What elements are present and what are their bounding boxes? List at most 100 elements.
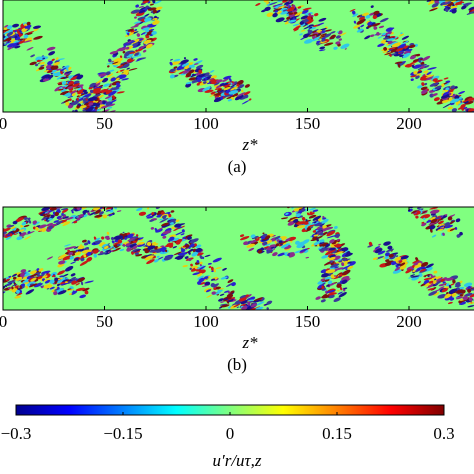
field-patch	[303, 250, 309, 254]
field-patch	[38, 212, 43, 215]
field-patch	[423, 217, 426, 220]
field-patch	[210, 283, 216, 288]
field-patch	[294, 250, 303, 254]
field-patch	[423, 277, 433, 281]
field-patch	[49, 223, 58, 227]
field-patch	[468, 297, 473, 302]
field-patch	[43, 214, 46, 217]
field-patch	[415, 257, 419, 261]
field-patch	[53, 220, 60, 223]
field-patch	[136, 241, 145, 246]
field-patch	[266, 300, 273, 305]
field-patch	[41, 216, 48, 221]
field-patch	[421, 221, 425, 224]
field-patch	[134, 52, 140, 57]
field-patch	[441, 288, 448, 293]
field-patch	[248, 247, 255, 252]
field-patch	[460, 289, 466, 294]
field-patch	[448, 88, 455, 92]
field-patch	[208, 266, 212, 269]
field-patch	[97, 72, 105, 75]
field-patch	[41, 227, 47, 232]
field-patch	[205, 289, 212, 293]
field-patch	[58, 260, 66, 265]
field-patch	[392, 269, 402, 274]
field-patch	[403, 64, 406, 67]
field-patch	[155, 9, 161, 14]
field-patch	[182, 236, 186, 239]
field-patch	[20, 269, 27, 273]
field-patch	[323, 42, 334, 46]
field-patch	[152, 9, 157, 14]
field-patch	[394, 256, 402, 262]
field-patch	[358, 16, 365, 20]
field-patch	[207, 262, 212, 265]
field-patch	[239, 310, 247, 315]
field-patch	[240, 304, 244, 307]
field-patch	[175, 219, 180, 222]
heatmap-field	[3, 197, 474, 317]
field-patch	[100, 105, 109, 109]
field-patch	[177, 226, 183, 229]
field-patch	[58, 88, 64, 91]
field-patch	[128, 68, 138, 71]
field-patch	[227, 291, 231, 294]
field-patch	[39, 273, 45, 277]
field-patch	[192, 81, 195, 84]
field-patch	[76, 97, 79, 101]
field-patch	[279, 10, 289, 15]
field-patch	[301, 216, 306, 221]
field-patch	[238, 313, 244, 317]
field-patch	[27, 230, 31, 234]
field-patch	[56, 58, 65, 61]
field-patch	[154, 0, 162, 5]
field-patch	[61, 216, 69, 219]
field-patch	[196, 81, 203, 86]
field-patch	[336, 289, 340, 292]
field-patch	[0, 29, 3, 33]
field-patch	[266, 248, 274, 254]
field-patch	[45, 64, 52, 69]
field-patch	[234, 81, 238, 84]
field-patch	[373, 26, 378, 30]
field-patch	[314, 223, 323, 227]
field-patch	[161, 211, 165, 215]
field-patch	[198, 73, 206, 78]
field-patch	[109, 50, 118, 55]
field-patch	[106, 231, 110, 235]
field-patch	[467, 286, 471, 290]
field-patch	[84, 290, 89, 295]
field-patch	[28, 283, 38, 288]
field-patch	[51, 58, 55, 62]
field-patch	[117, 64, 124, 69]
field-patch	[11, 25, 16, 27]
field-patch	[33, 283, 43, 288]
field-patch	[51, 274, 56, 278]
field-patch	[58, 217, 64, 221]
field-patch	[444, 293, 452, 299]
field-patch	[353, 20, 357, 24]
field-patch	[159, 218, 167, 223]
field-patch	[10, 226, 16, 230]
field-patch	[335, 35, 342, 39]
field-patch	[81, 202, 89, 207]
field-patch	[378, 25, 385, 29]
field-patch	[23, 224, 30, 228]
field-patch	[308, 26, 313, 29]
field-patch	[255, 3, 261, 6]
field-patch	[38, 66, 45, 70]
field-patch	[220, 304, 230, 308]
field-patch	[234, 94, 244, 101]
field-patch	[161, 215, 167, 219]
field-patch	[251, 235, 259, 240]
field-patch	[219, 303, 228, 306]
field-patch	[227, 98, 233, 102]
field-patch	[137, 45, 147, 51]
field-patch	[255, 306, 264, 310]
field-patch	[437, 228, 444, 231]
field-patch	[89, 200, 95, 206]
field-patch	[409, 274, 416, 277]
field-patch	[423, 65, 430, 69]
field-patch	[289, 197, 299, 204]
field-patch	[334, 243, 342, 248]
